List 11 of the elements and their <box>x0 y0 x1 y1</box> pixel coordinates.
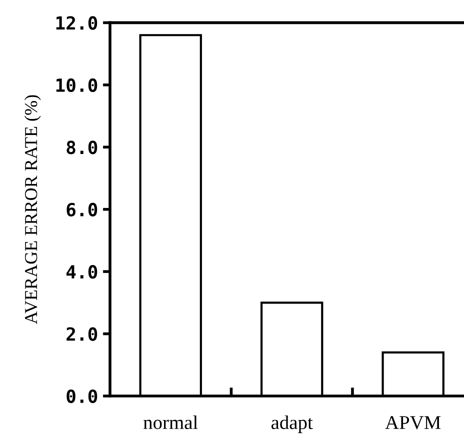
y-tick-label: 10.0 <box>56 78 98 92</box>
x-tick-label: adapt <box>271 415 313 434</box>
y-tick-label: 2.0 <box>66 327 98 341</box>
y-tick-label: 8.0 <box>66 140 98 154</box>
y-tick-label: 6.0 <box>66 202 98 216</box>
y-tick-label: 4.0 <box>66 265 98 279</box>
y-tick-label: 12.0 <box>56 16 98 30</box>
x-tick-label: normal <box>144 415 198 430</box>
y-axis-title: AVERAGE ERROR RATE (%) <box>24 95 41 324</box>
y-tick-label: 0.0 <box>66 389 98 404</box>
x-tick-label: APVM <box>385 416 441 430</box>
